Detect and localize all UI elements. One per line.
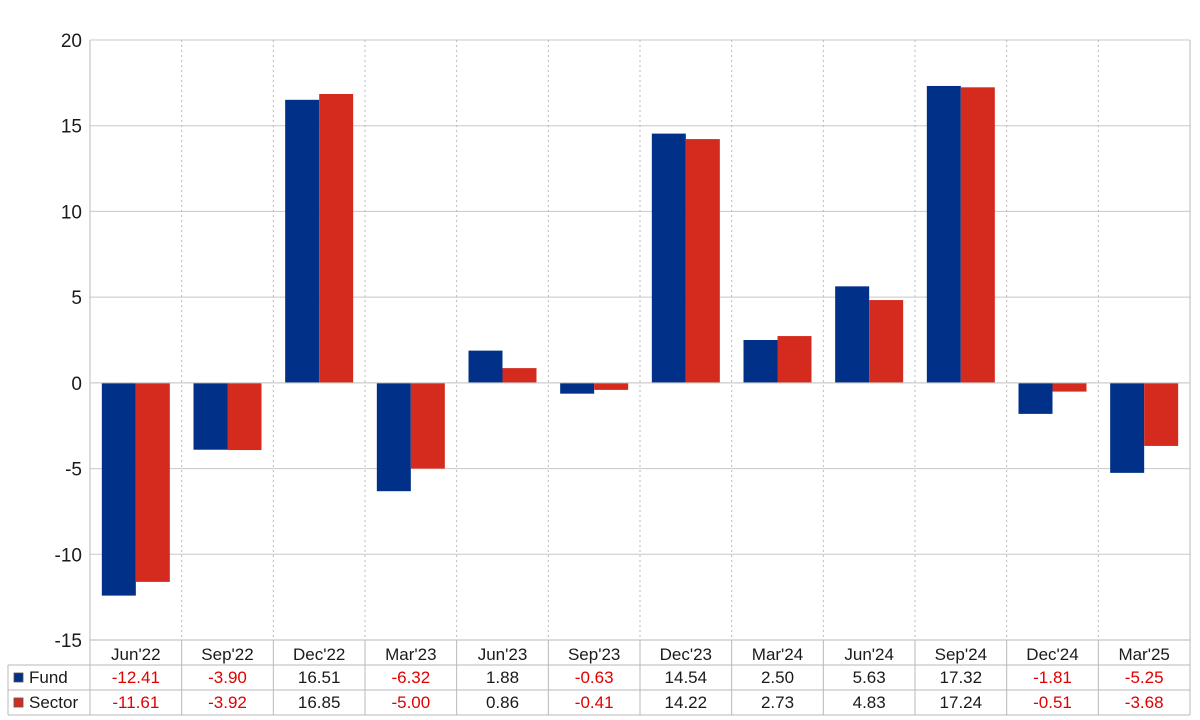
x-tick-label: Sep'24 bbox=[935, 645, 987, 664]
y-tick-label: -5 bbox=[65, 460, 82, 481]
bar-fund bbox=[101, 382, 136, 596]
legend-label-fund: Fund bbox=[29, 668, 68, 687]
bar-fund bbox=[285, 99, 320, 383]
y-tick-label: 5 bbox=[71, 288, 82, 309]
x-tick-label: Mar'23 bbox=[385, 645, 436, 664]
table-value-fund: 2.50 bbox=[761, 668, 794, 687]
bar-sector bbox=[135, 382, 170, 582]
table-value-fund: 1.88 bbox=[486, 668, 519, 687]
table-value-fund: -6.32 bbox=[391, 668, 430, 687]
y-tick-label: -10 bbox=[55, 545, 82, 566]
table-value-sector: 14.22 bbox=[665, 693, 708, 712]
bar-sector bbox=[502, 368, 537, 383]
bar-fund bbox=[560, 382, 595, 394]
table-value-sector: 4.83 bbox=[853, 693, 886, 712]
table-value-fund: 5.63 bbox=[853, 668, 886, 687]
bar-sector bbox=[960, 87, 995, 383]
table-value-fund: 16.51 bbox=[298, 668, 341, 687]
bar-sector bbox=[685, 139, 720, 383]
bar-fund bbox=[835, 286, 870, 383]
bar-fund bbox=[926, 85, 961, 383]
x-tick-label: Dec'24 bbox=[1026, 645, 1078, 664]
table-value-sector: -3.68 bbox=[1125, 693, 1164, 712]
table-value-sector: -3.92 bbox=[208, 693, 247, 712]
y-tick-label: 15 bbox=[61, 117, 82, 138]
table-value-fund: -5.25 bbox=[1125, 668, 1164, 687]
table-value-sector: -0.41 bbox=[575, 693, 614, 712]
table-value-fund: -0.63 bbox=[575, 668, 614, 687]
bar-sector bbox=[410, 382, 445, 469]
x-tick-label: Jun'22 bbox=[111, 645, 161, 664]
y-tick-label: -15 bbox=[55, 631, 82, 652]
table-value-fund: -3.90 bbox=[208, 668, 247, 687]
table-value-sector: -5.00 bbox=[391, 693, 430, 712]
x-tick-label: Mar'24 bbox=[752, 645, 803, 664]
x-tick-label: Sep'22 bbox=[201, 645, 253, 664]
bar-fund bbox=[193, 382, 228, 450]
table-value-sector: -0.51 bbox=[1033, 693, 1072, 712]
table-value-sector: -11.61 bbox=[112, 693, 159, 712]
table-value-fund: 14.54 bbox=[665, 668, 708, 687]
table-value-fund: 17.32 bbox=[940, 668, 983, 687]
table-value-sector: 17.24 bbox=[940, 693, 983, 712]
table-value-fund: -1.81 bbox=[1033, 668, 1072, 687]
bar-sector bbox=[319, 94, 354, 383]
bar-fund bbox=[1110, 382, 1145, 473]
bar-sector bbox=[869, 300, 904, 383]
y-tick-label: 20 bbox=[61, 31, 82, 52]
x-tick-label: Dec'23 bbox=[660, 645, 712, 664]
bar-sector bbox=[227, 382, 262, 451]
bar-sector bbox=[594, 382, 629, 390]
bar-fund bbox=[468, 350, 503, 383]
bar-sector bbox=[1144, 382, 1179, 446]
x-tick-label: Sep'23 bbox=[568, 645, 620, 664]
bar-fund bbox=[651, 133, 686, 383]
legend-swatch-sector bbox=[13, 697, 24, 708]
table-value-sector: 16.85 bbox=[298, 693, 341, 712]
x-tick-label: Jun'23 bbox=[478, 645, 528, 664]
table-value-fund: -12.41 bbox=[112, 668, 160, 687]
table-value-sector: 2.73 bbox=[761, 693, 794, 712]
bar-fund bbox=[743, 340, 778, 383]
legend-label-sector: Sector bbox=[29, 693, 78, 712]
bar-fund bbox=[376, 382, 411, 492]
y-tick-label: 0 bbox=[71, 374, 82, 395]
table-value-sector: 0.86 bbox=[486, 693, 519, 712]
y-tick-label: 10 bbox=[61, 202, 82, 223]
x-tick-label: Jun'24 bbox=[844, 645, 894, 664]
bar-fund bbox=[1018, 382, 1053, 414]
bar-sector bbox=[1052, 382, 1087, 392]
bar-sector bbox=[777, 336, 812, 383]
x-tick-label: Dec'22 bbox=[293, 645, 345, 664]
legend-swatch-fund bbox=[13, 672, 24, 683]
x-tick-label: Mar'25 bbox=[1118, 645, 1169, 664]
